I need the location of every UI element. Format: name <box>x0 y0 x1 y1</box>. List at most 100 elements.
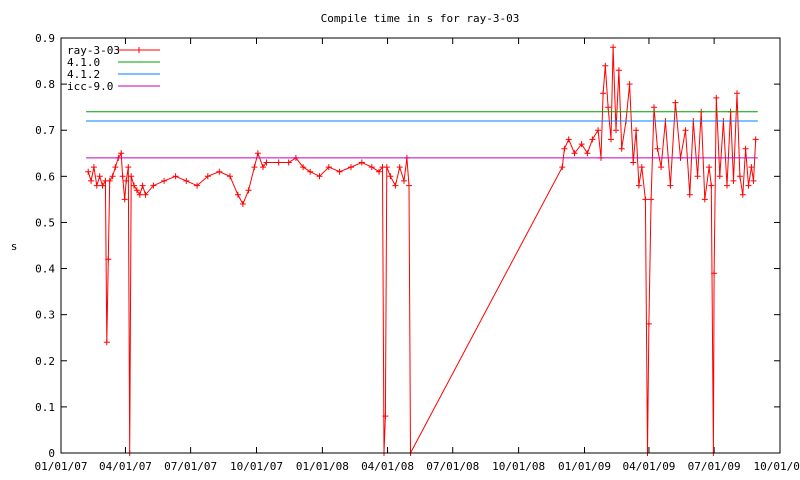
data-point <box>118 150 125 157</box>
y-tick-label: 0.6 <box>35 170 55 183</box>
data-point <box>708 182 715 189</box>
data-point <box>608 136 614 143</box>
data-point <box>368 164 375 171</box>
data-point <box>88 177 95 184</box>
legend-label: 4.1.0 <box>67 56 100 69</box>
data-point <box>254 150 261 157</box>
data-point <box>672 99 679 106</box>
data-point <box>645 320 652 327</box>
data-point <box>119 173 126 180</box>
data-point <box>584 150 591 157</box>
data-point <box>103 339 110 346</box>
x-tick-label: 10/01/08 <box>492 460 545 473</box>
y-tick-label: 0.3 <box>35 309 55 322</box>
data-point <box>131 182 137 189</box>
x-tick-label: 07/01/09 <box>688 460 741 473</box>
data-point <box>610 44 617 51</box>
data-point <box>750 177 757 184</box>
data-point <box>406 182 412 189</box>
data-point <box>285 159 292 166</box>
data-point <box>613 127 619 134</box>
legend-marker <box>136 47 142 53</box>
data-point <box>578 141 585 148</box>
data-point <box>109 173 116 180</box>
data-point <box>651 104 657 111</box>
data-point <box>694 173 701 180</box>
y-axis-label: s <box>11 240 18 253</box>
data-point <box>565 136 572 143</box>
data-point <box>139 182 146 189</box>
data-point <box>605 104 612 111</box>
data-point <box>96 173 103 180</box>
data-point <box>112 164 119 171</box>
chart-title: Compile time in s for ray-3-03 <box>321 12 520 25</box>
data-point <box>638 164 645 171</box>
data-point <box>648 196 655 203</box>
data-point <box>392 182 399 189</box>
y-tick-label: 0.5 <box>35 216 55 229</box>
data-point <box>745 182 752 189</box>
x-tick-label: 04/01/08 <box>361 460 414 473</box>
data-point <box>348 164 354 171</box>
data-point <box>133 187 140 194</box>
y-tick-label: 0.1 <box>35 401 55 414</box>
data-point <box>325 164 332 171</box>
data-point <box>602 62 609 69</box>
data-point <box>642 196 649 203</box>
data-point <box>336 168 343 175</box>
data-point <box>85 168 92 175</box>
x-tick-label: 10/01/07 <box>230 460 283 473</box>
data-point <box>396 164 403 171</box>
data-point <box>730 177 737 184</box>
data-point <box>172 173 179 180</box>
data-point <box>711 270 718 277</box>
x-tick-label: 04/01/07 <box>99 460 152 473</box>
data-point <box>713 94 720 101</box>
data-point <box>571 150 578 157</box>
data-point <box>142 191 149 198</box>
y-tick-label: 0.8 <box>35 78 55 91</box>
x-tick-label: 10/01/09 <box>754 460 800 473</box>
data-point <box>716 173 723 180</box>
data-point <box>251 164 258 171</box>
data-point <box>752 136 759 143</box>
data-point <box>263 159 270 166</box>
data-point <box>701 196 708 203</box>
data-point <box>183 177 190 184</box>
data-point <box>383 164 390 171</box>
data-point <box>615 67 622 74</box>
data-point <box>307 168 314 175</box>
data-point <box>194 182 201 189</box>
data-point <box>736 173 743 180</box>
data-point <box>358 159 365 166</box>
y-tick-label: 0.7 <box>35 124 55 137</box>
data-point <box>686 191 693 198</box>
x-tick-label: 04/01/09 <box>622 460 675 473</box>
data-point <box>382 413 389 420</box>
legend-label: icc-9.0 <box>67 80 113 93</box>
data-point <box>150 182 157 189</box>
data-point <box>654 145 661 152</box>
data-point <box>123 177 130 184</box>
plot-frame <box>60 37 781 454</box>
x-tick-label: 07/01/07 <box>164 460 217 473</box>
x-tick-label: 01/01/07 <box>35 460 88 473</box>
y-tick-label: 0 <box>48 447 55 460</box>
data-point <box>376 168 382 175</box>
data-point <box>125 164 132 171</box>
data-point <box>589 136 596 143</box>
data-point <box>121 196 128 203</box>
y-tick-label: 0.2 <box>35 355 55 368</box>
y-tick-labels: 0 0.1 0.2 0.3 0.4 0.5 0.6 0.7 0.8 0.9 <box>35 32 55 460</box>
data-point <box>105 256 112 263</box>
data-point <box>239 201 246 207</box>
data-point <box>316 173 323 180</box>
x-tick-label: 01/01/08 <box>296 460 349 473</box>
data-point <box>99 182 106 189</box>
data-point <box>626 81 633 88</box>
y-tick-label: 0.4 <box>35 263 55 276</box>
data-point <box>618 145 625 152</box>
